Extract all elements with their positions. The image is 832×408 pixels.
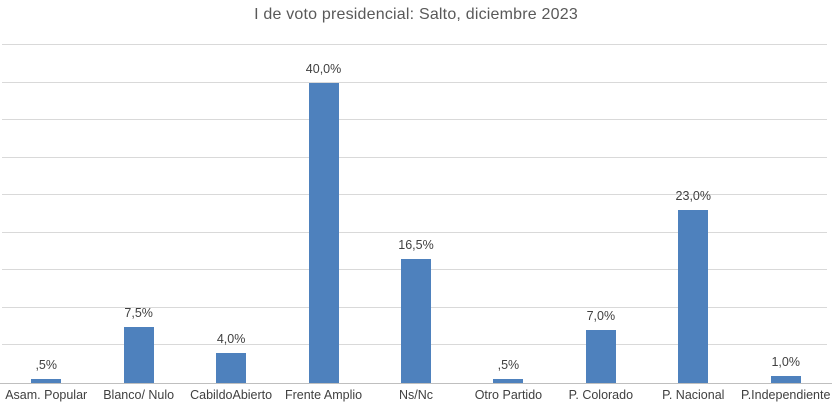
bar-column: ,5%	[0, 45, 92, 383]
category-label: P.Independiente	[740, 388, 831, 402]
bar-column: 40,0%	[277, 45, 369, 383]
category-label: P. Nacional	[662, 388, 725, 402]
bar	[123, 326, 154, 383]
gridline	[2, 81, 827, 83]
gridline	[2, 119, 827, 121]
bar	[493, 379, 524, 383]
bar-value-label: 16,5%	[398, 238, 434, 253]
category-label: CabildoAbierto	[190, 388, 273, 402]
bar-value-label: 7,0%	[586, 309, 616, 324]
category-label: Asam. Popular	[5, 388, 88, 402]
bar-column: ,5%	[462, 45, 554, 383]
bar	[678, 210, 709, 383]
bars-row: ,5% 7,5% 4,0% 40,0% 16,5% ,5% 7,0% 23,0% 1,0%	[0, 45, 832, 383]
chart-title: I de voto presidencial: Salto, diciembre…	[254, 6, 578, 23]
bar-value-label: 7,5%	[124, 305, 153, 320]
bar-value-label: ,5%	[497, 358, 520, 373]
bar-column: 7,5%	[92, 45, 184, 383]
bar-column: 7,0%	[555, 45, 647, 383]
gridline	[2, 231, 827, 233]
bar-column: 16,5%	[370, 45, 462, 383]
bar-column: 23,0%	[647, 45, 739, 383]
bar-value-label: 40,0%	[305, 61, 342, 76]
bar	[770, 375, 801, 383]
bar	[585, 330, 616, 383]
gridline	[2, 194, 827, 196]
bar-column: 4,0%	[185, 45, 277, 383]
bar	[308, 82, 339, 383]
bar	[216, 353, 247, 383]
bar-value-label: 4,0%	[216, 332, 246, 346]
bar-value-label: ,5%	[35, 358, 57, 373]
bar	[400, 259, 431, 383]
plot-area: ,5% 7,5% 4,0% 40,0% 16,5% ,5% 7,0% 23,0% 1,0%	[0, 44, 832, 384]
category-label: Ns/Nc	[398, 388, 433, 402]
category-label: Blanco/ Nulo	[103, 388, 175, 402]
category-label: Otro Partido	[474, 388, 543, 402]
gridline	[2, 44, 827, 45]
bar-value-label: 1,0%	[771, 354, 800, 369]
bar	[31, 379, 62, 383]
category-label: Frente Amplio	[284, 388, 363, 402]
gridline	[2, 156, 827, 158]
bar-value-label: 23,0%	[675, 189, 712, 204]
category-label: P. Colorado	[568, 388, 634, 402]
bar-column: 1,0%	[740, 45, 832, 383]
x-axis-labels: Asam. Popular Blanco/ Nulo CabildoAbierto F…	[0, 388, 832, 402]
